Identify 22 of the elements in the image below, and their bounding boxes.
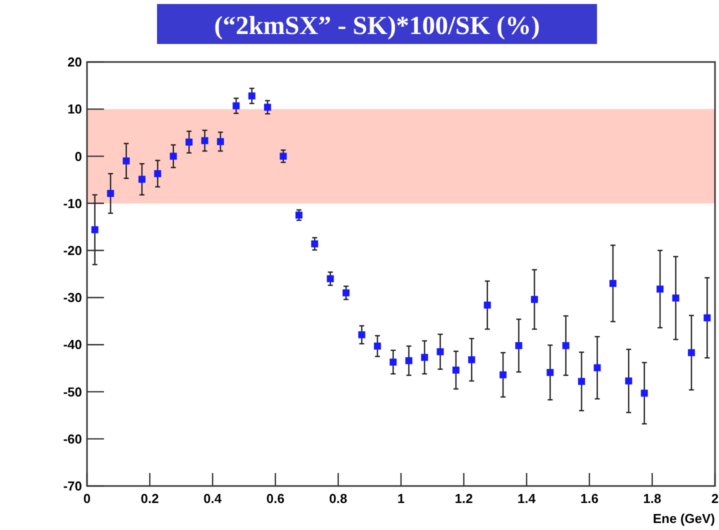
x-tick-label: 1.2	[454, 491, 473, 506]
y-tick-label: -70	[63, 478, 82, 494]
x-tick-label: 0.2	[140, 491, 159, 506]
y-tick-label: -10	[63, 196, 82, 211]
x-tick-label: 0.8	[329, 491, 348, 506]
chart-title: (“2kmSX” - SK)*100/SK (%)	[214, 11, 540, 40]
y-tick-label: 20	[68, 54, 82, 70]
x-tick-label: 0.6	[266, 491, 284, 506]
y-tick-label: -20	[63, 242, 82, 258]
x-tick-label: 1.8	[643, 491, 662, 506]
x-tick-label: 1.6	[580, 491, 598, 506]
y-tick-label: -40	[63, 337, 82, 352]
y-tick-label: -60	[63, 431, 82, 446]
x-tick-label: 1	[397, 491, 405, 506]
x-axis-title: Ene (GeV)	[652, 511, 715, 526]
x-tick-label: 2	[711, 491, 719, 506]
y-tick-label: 0	[74, 148, 82, 164]
y-tick-label: -30	[63, 290, 82, 306]
y-tick-label: -50	[63, 384, 82, 400]
y-tick-label: 10	[68, 102, 82, 117]
x-tick-label: 0.4	[204, 491, 222, 506]
x-tick-label: 1.4	[518, 491, 536, 506]
